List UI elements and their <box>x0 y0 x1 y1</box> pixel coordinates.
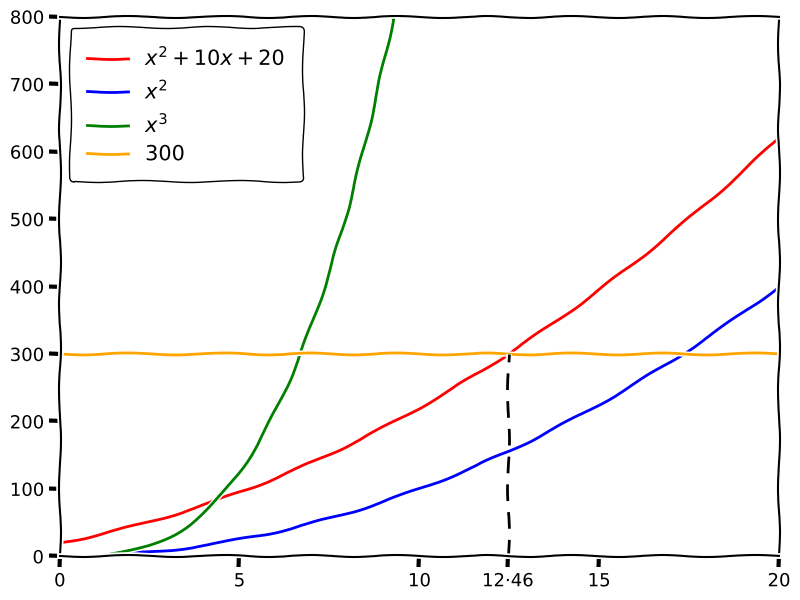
Legend: $x^2+10x+20$, $x^2$, $x^3$, $300$: $x^2+10x+20$, $x^2$, $x^3$, $300$ <box>70 27 303 181</box>
